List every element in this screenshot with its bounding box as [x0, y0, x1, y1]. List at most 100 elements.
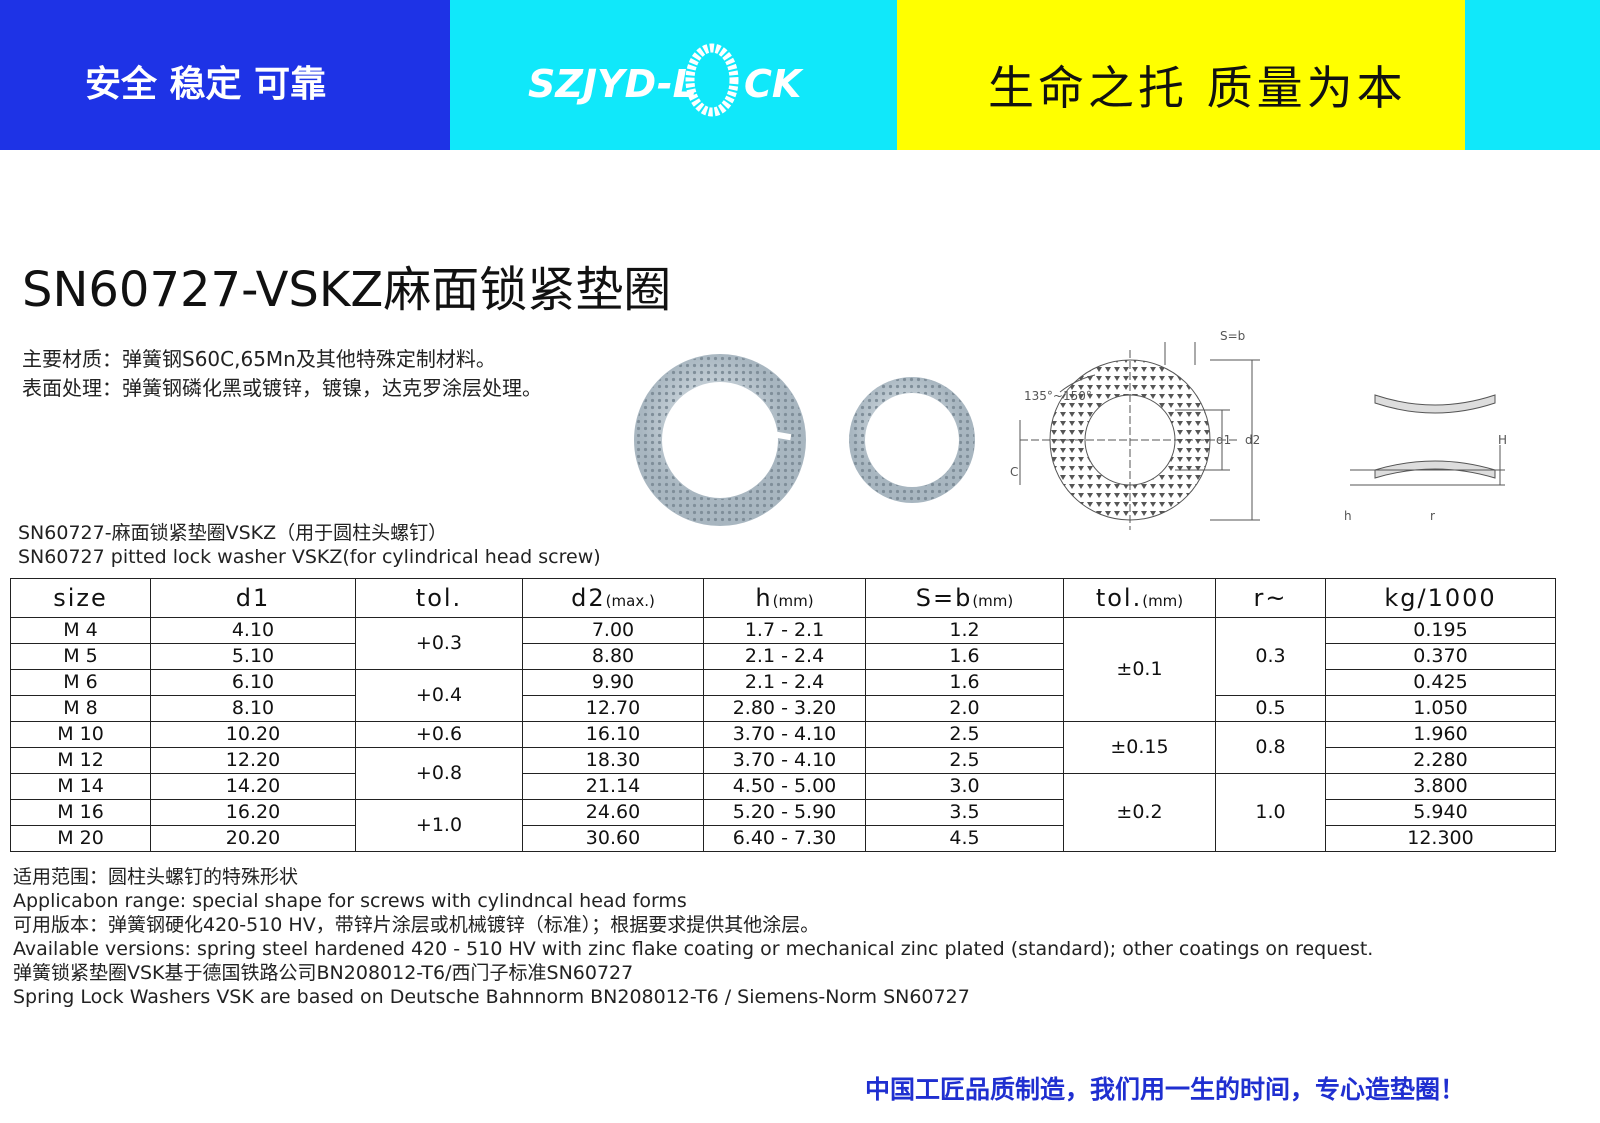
- cell-kg: 0.370: [1325, 643, 1556, 670]
- cell-kg: 1.050: [1325, 695, 1556, 722]
- label-s-b: S=b: [1220, 329, 1245, 343]
- header-unit: (mm): [1142, 592, 1184, 610]
- cell-d2: 12.70: [522, 695, 704, 722]
- cell-s: 2.5: [865, 747, 1064, 774]
- header-cell: size: [10, 578, 151, 618]
- caption: SN60727-麻面锁紧垫圈VSKZ（用于圆柱头螺钉） SN60727 pitt…: [18, 521, 601, 569]
- cell-h: 3.70 - 4.10: [703, 721, 866, 748]
- cell-size: M 12: [10, 747, 151, 774]
- cell-d2: 16.10: [522, 721, 704, 748]
- cell-s: 3.5: [865, 799, 1064, 826]
- cell-d2: 30.60: [522, 825, 704, 852]
- table-row: M 5 5.10 8.80 2.1 - 2.4 1.6 0.370: [10, 643, 1556, 670]
- label-r: r: [1430, 509, 1435, 523]
- cell-h: 5.20 - 5.90: [703, 799, 866, 826]
- drawing-top-view: [1019, 342, 1260, 530]
- header-row: size d1 tol. d2(max.) h(mm) S=b(mm) tol.(mm) r~…: [10, 578, 1556, 618]
- material-line: 表面处理：弹簧钢磷化黑或镀锌，镀镍，达克罗涂层处理。: [22, 376, 542, 400]
- header-cell: tol.(mm): [1063, 578, 1216, 618]
- cell-d2: 21.14: [522, 773, 704, 800]
- cell-h: 3.70 - 4.10: [703, 747, 866, 774]
- cell-h: 1.7 - 2.1: [703, 617, 866, 644]
- illustrations: S=b 135°~150° d1 d2 C H h r: [634, 329, 1507, 530]
- header-cyan-right: [1465, 0, 1600, 150]
- header-blue: [0, 0, 450, 150]
- material: 主要材质：弹簧钢S60C,65Mn及其他特殊定制材料。 表面处理：弹簧钢磷化黑或…: [22, 345, 542, 403]
- label-d2: d2: [1245, 433, 1260, 447]
- cell-s: 1.6: [865, 669, 1064, 696]
- cell-d1: 12.20: [150, 747, 356, 774]
- header-cell: h(mm): [703, 578, 866, 618]
- header-unit: (mm): [972, 592, 1014, 610]
- cell-size: M 5: [10, 643, 151, 670]
- header-text: size: [53, 584, 108, 612]
- header-unit: (max.): [605, 592, 655, 610]
- label-angle: 135°~150°: [1024, 389, 1092, 403]
- cell-kg: 1.960: [1325, 721, 1556, 748]
- logo-left: SZJYD-L: [528, 62, 697, 106]
- cell-s: 1.2: [865, 617, 1064, 644]
- cell-size: M 4: [10, 617, 151, 644]
- cell-size: M 20: [10, 825, 151, 852]
- merged-cell: +0.4: [355, 669, 523, 722]
- label-h-upper: H: [1498, 433, 1507, 447]
- cell-kg: 0.425: [1325, 669, 1556, 696]
- caption-line: SN60727 pitted lock washer VSKZ(for cyli…: [18, 546, 601, 568]
- label-h-lower: h: [1344, 509, 1352, 523]
- cell-size: M 6: [10, 669, 151, 696]
- cell-d2: 24.60: [522, 799, 704, 826]
- cell-kg: 2.280: [1325, 747, 1556, 774]
- cell-s: 3.0: [865, 773, 1064, 800]
- table-row: M 10 10.20 +0.6 16.10 3.70 - 4.10 2.5 ±0.15 0.8…: [10, 721, 1556, 774]
- cell-size: M 14: [10, 773, 151, 800]
- washer-photo-small: [849, 377, 975, 503]
- cell-d2: 8.80: [522, 643, 704, 670]
- merged-cell: 0.3: [1215, 617, 1326, 696]
- merged-cell: ±0.15: [1063, 721, 1216, 774]
- note-line: 可用版本：弹簧钢硬化420-510 HV，带锌片涂层或机械镀锌（标准）；根据要求…: [13, 914, 820, 936]
- logo-washer: [685, 43, 739, 117]
- table-row: M 6 6.10 +0.4 9.90 2.1 - 2.4 1.6 0.425: [10, 669, 1556, 722]
- logo-right: CK: [744, 62, 802, 106]
- header-cyan: [450, 0, 897, 150]
- merged-cell: +0.8: [355, 747, 523, 800]
- note-line: Available versions: spring steel hardene…: [13, 938, 1374, 960]
- merged-cell: +1.0: [355, 799, 523, 852]
- header-yellow: [897, 0, 1465, 150]
- washer-photo-large: [634, 354, 806, 526]
- cell-h: 2.1 - 2.4: [703, 669, 866, 696]
- header-text: S=b: [915, 584, 973, 612]
- cell-s: 1.6: [865, 643, 1064, 670]
- header-cell: r~: [1215, 578, 1326, 618]
- header-text: h: [755, 584, 773, 612]
- cell-size: M 10: [10, 721, 151, 748]
- merged-cell: ±0.2: [1063, 773, 1216, 852]
- header-cell: d2(max.): [522, 578, 704, 618]
- title: SN60727-VSKZ麻面锁紧垫圈: [22, 262, 672, 318]
- note-line: 弹簧锁紧垫圈VSK基于德国铁路公司BN208012-T6/西门子标准SN6072…: [13, 962, 634, 984]
- cell-d1: 10.20: [150, 721, 356, 748]
- header-text: kg/1000: [1384, 584, 1497, 612]
- cell-h: 4.50 - 5.00: [703, 773, 866, 800]
- cell-s: 4.5: [865, 825, 1064, 852]
- cell-d1: 4.10: [150, 617, 356, 644]
- cell-kg: 3.800: [1325, 773, 1556, 800]
- note-line: Spring Lock Washers VSK are based on Deu…: [13, 986, 970, 1008]
- label-c: C: [1010, 465, 1018, 479]
- header-text: d1: [235, 584, 271, 612]
- cell-kg: 5.940: [1325, 799, 1556, 826]
- material-line: 主要材质：弹簧钢S60C,65Mn及其他特殊定制材料。: [22, 347, 496, 371]
- table-row: M 14 14.20 21.14 4.50 - 5.00 3.0 ±0.2 1.0 3.800: [10, 773, 1556, 852]
- table-body: M 4 4.10 +0.3 7.00 1.7 - 2.1 1.2 ±0.1 0.3 0.195 M…: [10, 617, 1556, 852]
- merged-cell: +0.6: [355, 721, 523, 748]
- notes: 适用范围：圆柱头螺钉的特殊形状 Applicabon range: specia…: [13, 865, 1373, 1009]
- table-row: M 16 16.20 +1.0 24.60 5.20 - 5.90 3.5 5.940: [10, 799, 1556, 852]
- caption-line: SN60727-麻面锁紧垫圈VSKZ（用于圆柱头螺钉）: [18, 522, 448, 544]
- note-line: Applicabon range: special shape for scre…: [13, 890, 687, 912]
- header-text: r~: [1253, 584, 1288, 612]
- table-row: M 20 20.20 30.60 6.40 - 7.30 4.5 12.300: [10, 825, 1556, 852]
- cell-h: 6.40 - 7.30: [703, 825, 866, 852]
- drawing-side-view: [1350, 394, 1505, 486]
- cell-size: M 16: [10, 799, 151, 826]
